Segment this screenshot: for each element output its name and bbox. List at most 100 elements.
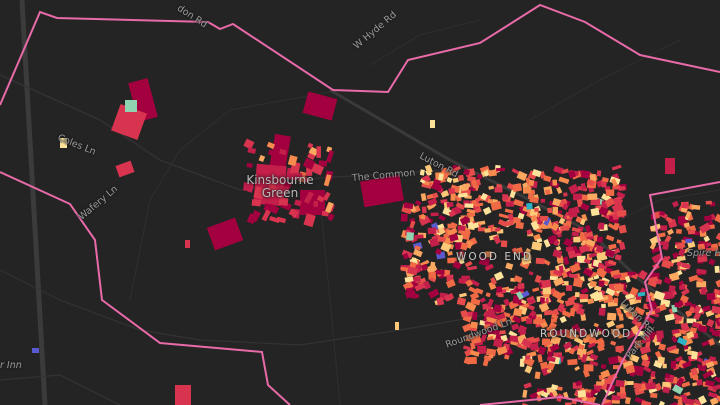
building — [448, 188, 456, 195]
building — [484, 263, 494, 271]
building — [565, 285, 573, 291]
building — [247, 147, 257, 154]
building — [522, 206, 532, 214]
building — [427, 227, 437, 235]
building — [414, 200, 422, 206]
building — [437, 236, 447, 242]
building — [622, 290, 629, 296]
building — [595, 337, 605, 346]
building — [403, 202, 414, 210]
building — [303, 213, 316, 228]
building — [539, 215, 548, 221]
building — [640, 400, 652, 405]
building — [697, 253, 708, 263]
building — [440, 190, 450, 198]
building — [406, 232, 414, 241]
road-1 — [0, 269, 541, 346]
building — [677, 215, 686, 224]
building — [571, 231, 579, 237]
building — [513, 307, 523, 317]
building — [588, 252, 598, 258]
building — [470, 321, 478, 330]
building — [521, 338, 533, 349]
building — [519, 260, 530, 270]
building — [539, 302, 550, 313]
building — [550, 318, 557, 323]
building — [635, 368, 644, 377]
building — [502, 193, 509, 201]
building — [584, 231, 593, 238]
building — [668, 374, 675, 383]
building — [452, 177, 459, 183]
building — [596, 236, 603, 243]
building — [511, 323, 520, 331]
building — [612, 195, 623, 203]
building — [438, 214, 446, 221]
building — [683, 222, 690, 228]
building — [612, 185, 621, 190]
building — [477, 345, 487, 354]
building — [649, 272, 660, 280]
building — [649, 242, 657, 250]
buildings-layer — [32, 78, 720, 405]
building — [263, 202, 272, 212]
building — [430, 261, 436, 267]
building — [515, 291, 524, 300]
building — [690, 367, 699, 376]
building — [507, 213, 514, 222]
building — [546, 327, 552, 332]
building — [316, 195, 325, 203]
building — [504, 208, 514, 214]
building — [517, 212, 525, 220]
building — [675, 319, 681, 324]
building — [670, 360, 677, 369]
building — [662, 363, 667, 369]
building — [706, 318, 715, 328]
building — [686, 331, 695, 339]
building — [438, 173, 444, 181]
building — [713, 297, 720, 305]
building — [32, 348, 39, 353]
building — [707, 385, 717, 393]
building — [438, 227, 446, 235]
building — [578, 343, 585, 351]
building — [430, 120, 435, 128]
building — [429, 237, 440, 248]
building — [682, 360, 692, 369]
building — [580, 202, 590, 212]
building — [479, 297, 486, 303]
building — [316, 146, 321, 158]
building — [574, 365, 581, 371]
building — [532, 287, 540, 293]
building — [395, 322, 399, 330]
building — [465, 334, 472, 342]
building — [424, 181, 430, 186]
building — [590, 207, 600, 217]
building — [529, 196, 539, 204]
building — [625, 271, 636, 276]
road-7 — [599, 189, 720, 231]
building — [576, 347, 587, 356]
building — [586, 178, 595, 187]
building — [536, 238, 543, 243]
building — [456, 297, 467, 306]
building — [637, 291, 646, 297]
building — [582, 245, 591, 252]
building — [484, 251, 493, 258]
building — [696, 281, 707, 288]
building — [536, 228, 543, 233]
building — [701, 358, 712, 367]
building — [630, 325, 640, 335]
building — [573, 236, 581, 243]
building — [667, 401, 678, 405]
building — [404, 276, 414, 283]
building — [569, 262, 581, 274]
building — [624, 275, 631, 283]
building — [611, 394, 621, 402]
building — [513, 247, 524, 255]
building — [640, 353, 649, 362]
building — [466, 208, 476, 214]
building — [580, 313, 587, 322]
building — [580, 182, 587, 190]
